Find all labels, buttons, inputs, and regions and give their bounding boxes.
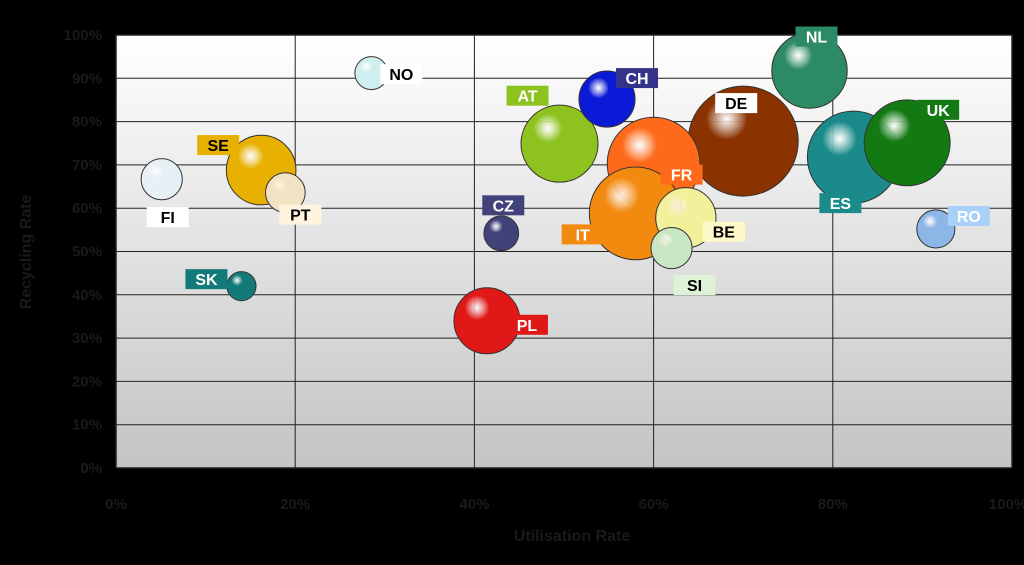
label-box-it [561,224,604,245]
bubble-si [650,226,693,270]
x-axis-title: Utilisation Rate [514,528,631,545]
label-box-si [673,275,716,296]
label-ro: RO [957,209,981,226]
label-box-ch [616,68,659,89]
x-tick-label: 80% [818,496,848,513]
bubbles-layer [140,32,956,355]
label-box-uk [917,99,960,120]
y-axis-title: Recycling Rate [18,195,35,310]
label-cz: CZ [493,198,515,215]
label-box-fr [660,164,703,185]
label-box-at [506,85,549,106]
label-be: BE [713,225,736,242]
x-axis-ticks: 0% 20% 40% 60% 80% 100% [105,496,1024,513]
label-box-ro [947,205,990,226]
x-tick-label: 0% [105,496,127,513]
bubble-ro [916,209,956,249]
y-tick-label: 100% [64,27,102,44]
y-tick-label: 80% [72,114,102,131]
label-box-cz [482,195,525,216]
y-tick-label: 0% [80,460,102,477]
bubble-fi [140,158,183,201]
x-tick-label: 20% [280,496,310,513]
label-si: SI [687,278,702,295]
y-tick-label: 10% [72,417,102,434]
x-tick-label: 100% [989,496,1024,513]
label-fr: FR [671,168,693,185]
label-es: ES [830,196,852,213]
label-nl: NL [806,30,828,47]
label-sk: SK [195,272,218,289]
x-tick-label: 40% [459,496,489,513]
y-tick-label: 40% [72,287,102,304]
label-at: AT [517,89,537,106]
y-tick-label: 20% [72,373,102,390]
y-axis-ticks: 0% 10% 20% 30% 40% 50% 60% 70% 80% 90% 100% [64,27,102,477]
y-tick-label: 50% [72,244,102,261]
label-box-se [197,135,240,156]
labels-layer: NO AT CH NL DE UK SE FI PT FR ES IT CZ BE SI RO SK PL [146,26,990,335]
label-no: NO [389,67,413,84]
label-de: DE [725,96,748,113]
y-tick-label: 70% [72,157,102,174]
label-uk: UK [927,103,951,120]
bubble-sk [226,271,257,302]
bubble-uk [863,99,951,187]
label-box-sk [185,269,228,290]
label-it: IT [576,227,590,244]
label-pt: PT [290,208,311,225]
bubble-at [520,104,599,183]
label-box-be [702,221,745,242]
label-box-nl [795,26,838,47]
label-box-fi [146,207,189,228]
bubble-cz [483,215,520,252]
label-ch: CH [625,71,648,88]
y-tick-label: 90% [72,70,102,87]
y-tick-label: 60% [72,200,102,217]
x-tick-label: 60% [639,496,669,513]
label-pl: PL [517,318,538,335]
label-fi: FI [161,210,175,227]
label-box-pl [505,314,548,335]
label-box-no [380,64,423,85]
y-tick-label: 30% [72,330,102,347]
label-box-pt [279,204,322,225]
label-box-de [715,93,758,114]
label-se: SE [207,138,229,155]
label-box-es [819,193,862,214]
